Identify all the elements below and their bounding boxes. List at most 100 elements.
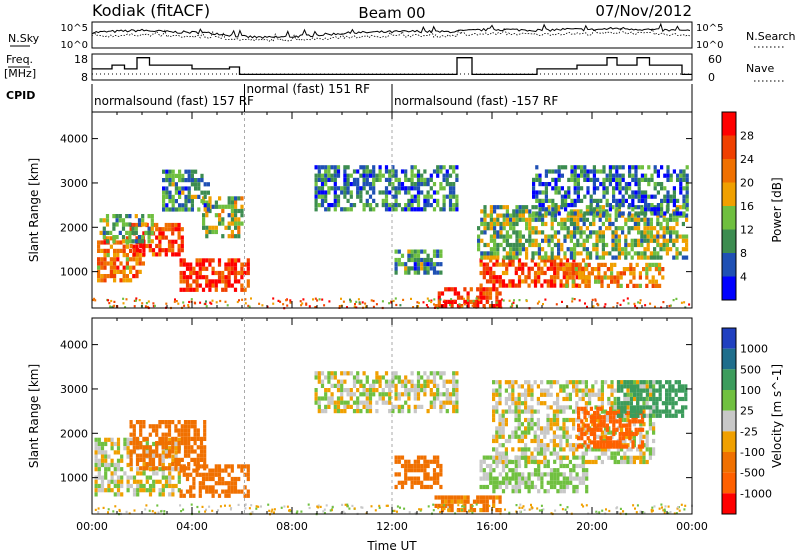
power-cell (180, 239, 184, 244)
power-cell (305, 302, 308, 305)
power-cell (528, 238, 532, 243)
velocity-cell (171, 483, 175, 489)
velocity-cell (577, 423, 581, 428)
power-cell (596, 211, 600, 216)
power-cell (515, 217, 519, 222)
power-cell (452, 190, 456, 195)
power-cell (550, 226, 554, 231)
velocity-cell (625, 431, 629, 437)
velocity-cell (591, 422, 595, 427)
power-cell (615, 182, 619, 187)
velocity-cell (636, 384, 640, 389)
velocity-cell (575, 405, 579, 410)
velocity-cell (479, 463, 483, 469)
power-cell (177, 252, 181, 257)
velocity-cell (639, 392, 643, 397)
velocity-cell (139, 453, 143, 458)
power-cell (685, 247, 689, 252)
velocity-cell (362, 392, 366, 397)
power-cell (243, 287, 247, 292)
power-cell (665, 217, 669, 222)
velocity-cell (517, 434, 521, 439)
velocity-cell (597, 388, 601, 393)
power-cell (616, 302, 619, 305)
velocity-cell (394, 472, 398, 477)
velocity-cell (189, 493, 193, 498)
power-cell (349, 182, 353, 187)
velocity-cell (388, 388, 392, 393)
power-cell (118, 218, 122, 223)
power-cell (640, 211, 644, 216)
power-cell (324, 169, 328, 174)
power-cell (569, 251, 573, 256)
velocity-cell (139, 432, 143, 437)
velocity-cell (635, 511, 638, 514)
velocity-cell (562, 430, 566, 435)
power-cell (182, 262, 186, 267)
power-cell (400, 186, 405, 191)
velocity-cell (505, 484, 509, 490)
velocity-cell (589, 419, 593, 424)
power-cell (243, 262, 247, 267)
velocity-cell (351, 504, 354, 507)
velocity-cell (353, 507, 356, 510)
power-cell (404, 186, 408, 191)
power-cell (208, 258, 212, 263)
power-cell (546, 279, 550, 284)
power-cell (586, 186, 590, 191)
power-cell (624, 221, 628, 227)
power-cell (195, 283, 199, 288)
power-cell (553, 283, 557, 288)
power-cell (530, 266, 534, 271)
power-cell (147, 235, 151, 240)
power-cell (141, 218, 145, 223)
power-cell (579, 217, 583, 222)
velocity-cell (514, 417, 518, 423)
power-cell (562, 267, 566, 272)
velocity-cell (607, 417, 611, 423)
power-cell (681, 213, 685, 218)
velocity-cell (388, 409, 392, 414)
velocity-cell (533, 438, 537, 444)
velocity-cell (423, 459, 427, 464)
power-cell (246, 283, 250, 288)
power-cell (672, 169, 676, 174)
power-cell (618, 182, 622, 187)
power-cell (214, 270, 218, 276)
power-cell (174, 190, 178, 195)
velocity-cell (233, 489, 238, 494)
power-cell (592, 198, 596, 203)
power-cell (455, 177, 459, 182)
velocity-cell (344, 503, 347, 506)
power-cell (204, 302, 207, 305)
power-cell (624, 255, 628, 260)
power-cell (314, 198, 318, 203)
power-cell (364, 305, 367, 308)
velocity-cell (626, 388, 630, 393)
velocity-cell (501, 434, 505, 439)
velocity-cell (508, 480, 512, 485)
power-cell (368, 186, 373, 191)
power-cell (534, 238, 538, 243)
power-cell (651, 283, 655, 288)
power-cell (194, 169, 198, 174)
velocity-cell (362, 383, 366, 388)
power-cell (618, 198, 622, 203)
power-cell (573, 169, 577, 174)
velocity-cell (577, 415, 581, 420)
velocity-cell (397, 480, 401, 485)
power-cell (579, 213, 583, 218)
velocity-cell (584, 392, 588, 397)
power-cell (591, 298, 594, 301)
velocity-cell (340, 388, 344, 393)
y-tick-label: 2000 (60, 221, 88, 234)
velocity-cell (391, 379, 395, 384)
power-cell (388, 207, 392, 212)
power-cell (569, 255, 573, 260)
velocity-cell (562, 417, 566, 423)
power-cell (171, 227, 175, 232)
freq-left-tick-bottom: 8 (81, 71, 88, 84)
power-cell (624, 186, 628, 191)
velocity-cell (521, 480, 525, 485)
velocity-cell (160, 510, 163, 513)
